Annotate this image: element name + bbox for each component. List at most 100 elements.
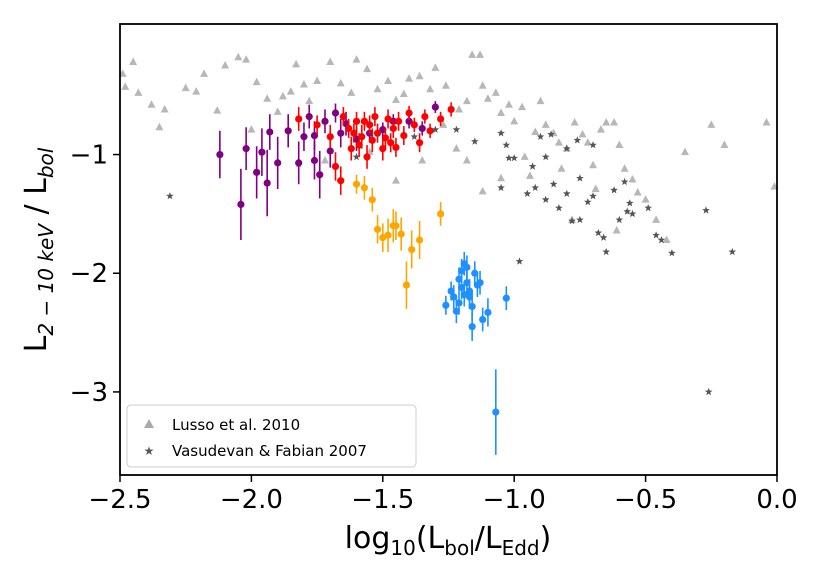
data-point-star [563, 144, 571, 152]
data-point-triangle [497, 108, 506, 117]
data-point-triangle [620, 164, 629, 172]
data-point-triangle [305, 96, 314, 105]
x-tick-label: −2.5 [88, 485, 151, 515]
data-point-star [589, 141, 597, 149]
data-point-circle [274, 159, 282, 167]
data-point-star [576, 174, 584, 182]
data-point-star [515, 257, 524, 265]
data-point-star [594, 228, 603, 237]
data-point-star [166, 192, 174, 200]
data-point-circle [455, 299, 463, 307]
data-point-triangle [641, 195, 650, 203]
data-point-triangle [391, 95, 400, 103]
data-point-triangle [720, 140, 729, 149]
data-point-triangle [441, 81, 450, 89]
data-point-triangle [426, 84, 435, 93]
y-tick-label: −2 [70, 259, 108, 289]
data-point-star [352, 152, 361, 161]
data-point-star [599, 233, 608, 241]
data-point-circle [410, 121, 418, 129]
data-point-star [510, 154, 518, 162]
data-point-triangle [491, 88, 500, 96]
data-point-circle [405, 117, 413, 125]
data-point-triangle [554, 138, 563, 146]
data-point-triangle [147, 100, 156, 108]
data-point-circle [447, 287, 455, 295]
data-point-star [623, 207, 631, 215]
data-point-circle [258, 148, 266, 156]
data-point-triangle [336, 78, 345, 87]
data-point-triangle [476, 50, 485, 58]
data-point-triangle [612, 226, 621, 234]
data-point-triangle [662, 235, 671, 244]
data-point-circle [331, 109, 340, 117]
data-point-triangle [504, 100, 513, 108]
data-point-triangle [418, 155, 427, 164]
data-point-circle [476, 279, 484, 287]
data-point-triangle [160, 104, 169, 113]
data-point-circle [360, 184, 369, 192]
data-point-triangle [762, 118, 771, 126]
data-point-star [536, 132, 545, 140]
data-point-triangle [278, 91, 287, 100]
x-axis-label: log10(Lbol/LEdd) [345, 521, 552, 560]
data-point-star [531, 183, 539, 191]
y-axis-label: L2 − 10 keV / Lbol [19, 147, 58, 352]
data-point-triangle [200, 69, 209, 77]
data-point-triangle [483, 94, 492, 102]
data-point-triangle [213, 106, 222, 114]
data-point-triangle [363, 64, 372, 73]
data-point-circle [352, 180, 361, 188]
data-point-circle [389, 124, 397, 133]
data-point-circle [465, 293, 474, 301]
data-point-triangle [578, 129, 587, 138]
data-point-star [568, 217, 576, 225]
data-point-circle [381, 134, 390, 142]
points-layer [118, 50, 779, 455]
data-point-triangle [415, 71, 424, 80]
legend-label-lusso: Lusso et al. 2010 [172, 416, 300, 434]
data-point-circle [468, 302, 476, 311]
y-tick-label: −3 [70, 378, 108, 408]
data-point-circle [405, 109, 413, 117]
data-point-triangle [589, 160, 598, 169]
data-point-star [471, 137, 479, 145]
data-point-circle [326, 133, 334, 141]
plot-area-frame [119, 23, 778, 476]
data-point-triangle [405, 74, 414, 82]
data-point-circle [468, 323, 476, 331]
y-tick-label: −1 [70, 141, 108, 171]
data-point-circle [392, 143, 400, 152]
data-point-circle [402, 281, 411, 289]
data-point-circle [352, 117, 361, 125]
data-point-triangle [286, 87, 295, 95]
data-point-triangle [384, 76, 393, 84]
data-point-star [668, 249, 676, 257]
data-point-star [573, 136, 582, 144]
data-point-triangle [431, 63, 440, 71]
data-point-star [563, 189, 571, 197]
data-point-circle [331, 162, 340, 171]
data-point-triangle [347, 88, 356, 96]
data-point-circle [373, 225, 382, 233]
data-point-triangle [541, 120, 550, 128]
data-point-circle [310, 131, 319, 140]
data-point-triangle [628, 174, 637, 183]
x-tick-label: 0.0 [756, 485, 797, 515]
data-point-circle [253, 168, 261, 176]
data-point-circle [337, 177, 345, 185]
data-point-circle [373, 129, 382, 137]
data-point-star [541, 195, 550, 203]
data-point-circle [216, 150, 224, 159]
data-point-circle [379, 145, 387, 153]
data-point-triangle [518, 102, 527, 111]
data-point-circle [295, 159, 303, 167]
data-point-circle [437, 210, 445, 218]
legend: Lusso et al. 2010 ★ Vasudevan & Fabian 2… [126, 404, 417, 468]
x-tick-label: −0.5 [614, 485, 677, 515]
data-point-triangle [129, 57, 138, 65]
series-blue [442, 251, 510, 455]
data-point-circle [347, 145, 355, 153]
data-point-circle [392, 222, 400, 230]
